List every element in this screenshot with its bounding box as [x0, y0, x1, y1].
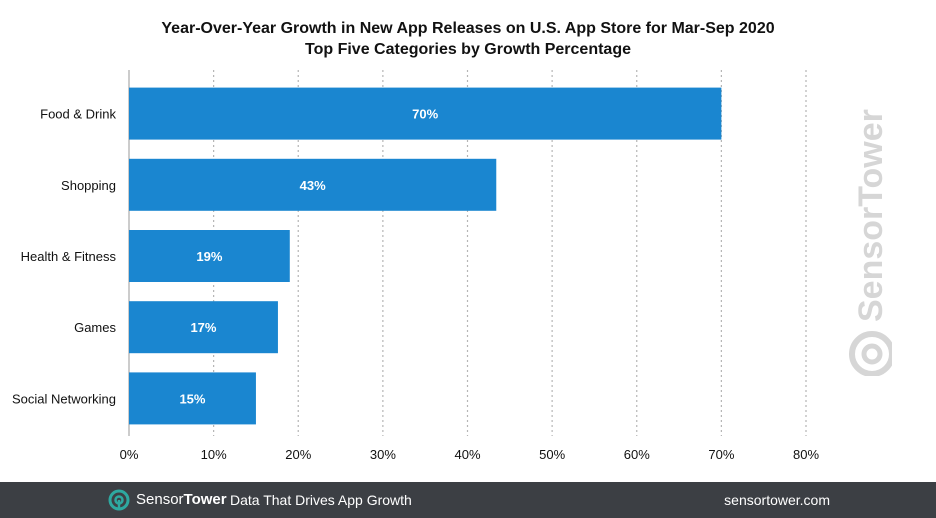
footer-tagline: Data That Drives App Growth [230, 492, 412, 508]
x-tick-label: 0% [120, 447, 139, 462]
bar-data-label: 70% [412, 107, 438, 122]
x-tick-label: 80% [793, 447, 819, 462]
x-tick-label: 40% [454, 447, 480, 462]
x-tick-labels: 0% 10% 20% 30% 40% 50% 60% 70% 80% [120, 447, 820, 462]
footer-bar: SensorTower Data That Drives App Growth … [0, 482, 936, 518]
bar [129, 158, 497, 211]
x-tick-label: 30% [370, 447, 396, 462]
footer-website: sensortower.com [724, 492, 830, 508]
bar [129, 87, 722, 140]
category-label: Shopping [61, 178, 116, 193]
chart-subtitle: Top Five Categories by Growth Percentage [305, 41, 631, 58]
category-label: Health & Fitness [21, 249, 117, 264]
watermark-logo-icon-inner [861, 343, 883, 365]
x-tick-label: 50% [539, 447, 565, 462]
chart-title-block: Year-Over-Year Growth in New App Release… [0, 18, 936, 60]
x-tick-label: 20% [285, 447, 311, 462]
bar [129, 372, 256, 425]
x-tick-label: 70% [708, 447, 734, 462]
category-label: Food & Drink [40, 107, 116, 122]
watermark-text: SensorTower [852, 109, 890, 322]
footer-brand-suffix: Tower [183, 491, 227, 508]
chart-title: Year-Over-Year Growth in New App Release… [161, 20, 775, 37]
bar-chart: 70% 43% 19% 17% 15% Food & Drink Shopping Heal… [12, 70, 820, 462]
sensortower-logo-icon [108, 489, 130, 511]
footer-brand-prefix: Sensor [136, 491, 184, 508]
footer-brand: SensorTower [136, 491, 227, 509]
sensortower-watermark: SensorTower [849, 109, 892, 376]
category-label: Games [74, 320, 116, 335]
bar-data-label: 15% [179, 391, 205, 406]
bar-data-label: 17% [190, 320, 216, 335]
bar [129, 301, 278, 354]
watermark-logo-icon [849, 331, 892, 376]
x-tick-label: 60% [624, 447, 650, 462]
bar-data-label: 19% [196, 249, 222, 264]
bars: 70% 43% 19% 17% 15% [129, 87, 722, 425]
bar-data-label: 43% [300, 178, 326, 193]
x-tick-label: 10% [201, 447, 227, 462]
category-label: Social Networking [12, 391, 116, 406]
bar [129, 230, 290, 282]
category-labels: Food & Drink Shopping Health & Fitness Game… [12, 107, 117, 407]
